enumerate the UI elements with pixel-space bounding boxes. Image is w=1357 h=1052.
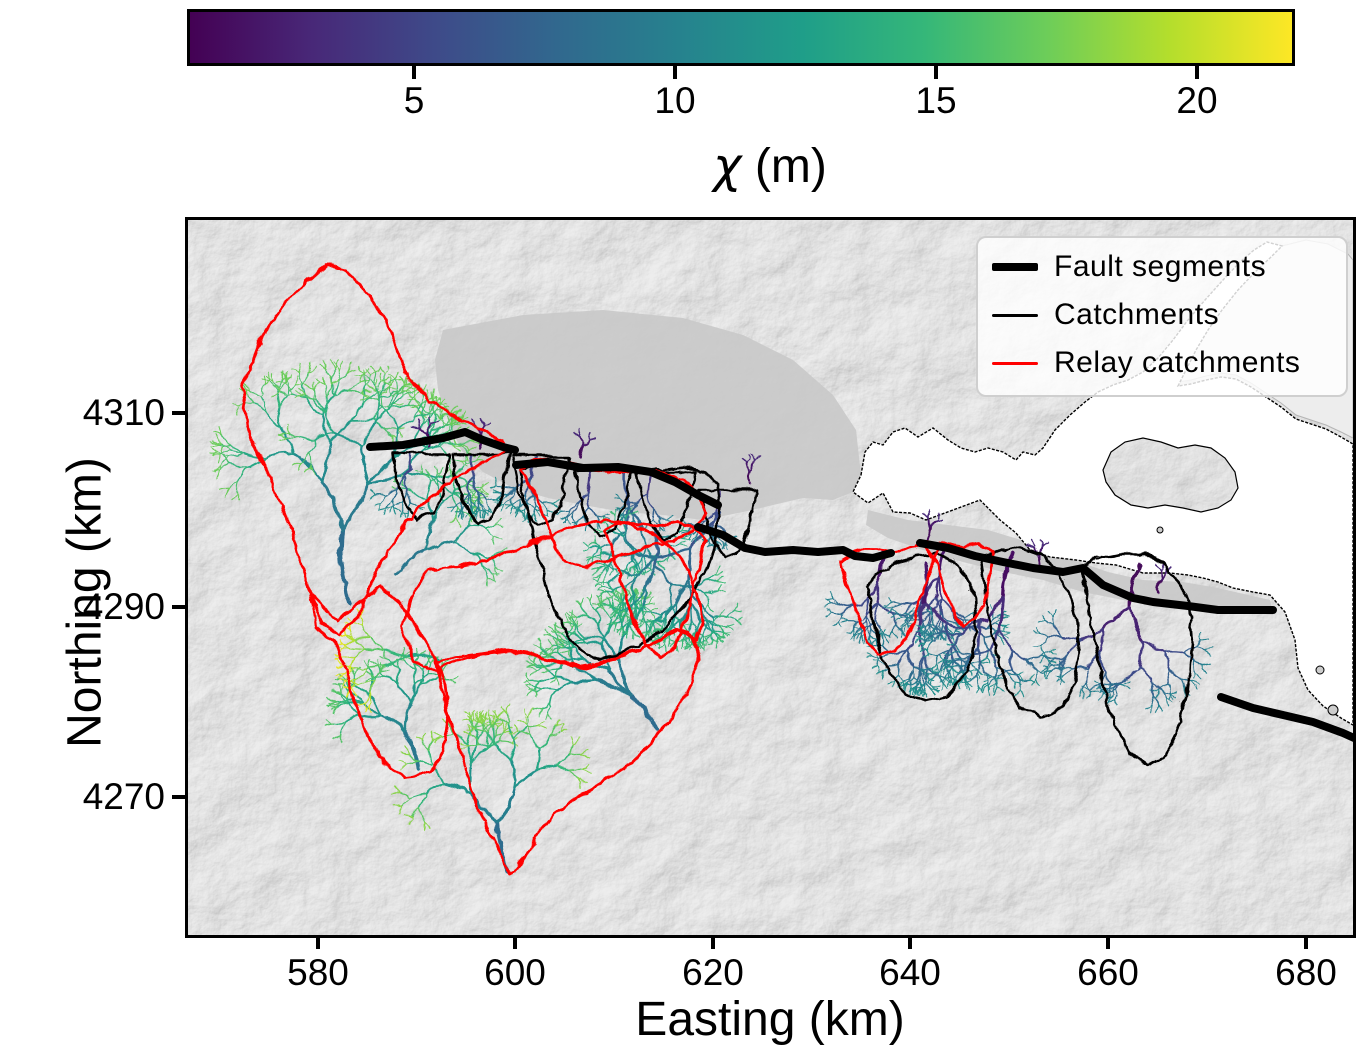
map-plot-area: Fault segments Catchments Relay catchmen… <box>185 217 1356 938</box>
colorbar-tick-label: 5 <box>403 80 425 121</box>
relay-line-swatch <box>992 361 1038 365</box>
x-tick-label: 620 <box>682 952 744 993</box>
y-tickmark <box>172 411 186 415</box>
legend-label: Relay catchments <box>1054 346 1301 379</box>
colorbar-tick-label: 10 <box>654 80 696 121</box>
chi-unit: (m) <box>741 140 827 193</box>
x-tick-label: 680 <box>1275 952 1337 993</box>
colorbar-tick-label: 20 <box>1176 80 1218 121</box>
x-tickmark <box>711 935 715 949</box>
y-tick-label: 4270 <box>82 776 165 817</box>
x-tick-label: 580 <box>287 952 349 993</box>
x-tickmark <box>316 935 320 949</box>
flat-valley-fills <box>435 310 1273 615</box>
legend-item-relay-catchments: Relay catchments <box>992 346 1300 380</box>
x-tickmark <box>1304 935 1308 949</box>
x-tick-label: 660 <box>1077 952 1139 993</box>
colorbar-gradient <box>187 9 1295 66</box>
x-tick-label: 640 <box>879 952 941 993</box>
river-networks <box>206 356 1211 872</box>
x-tickmark <box>1106 935 1110 949</box>
colorbar-tickmark <box>1195 66 1199 79</box>
catchment-outlines-black <box>389 450 1193 767</box>
x-tickmark <box>513 935 517 949</box>
legend-label: Catchments <box>1054 298 1220 331</box>
y-tick-label: 4310 <box>82 392 165 433</box>
y-tickmark <box>172 795 186 799</box>
colorbar-tickmark <box>412 66 416 79</box>
y-tick-label: 4290 <box>82 586 165 627</box>
x-axis-label: Easting (km) <box>635 993 905 1046</box>
x-tick-label: 600 <box>484 952 546 993</box>
colorbar-axis-label: χ (m) <box>640 138 900 194</box>
legend-item-fault-segments: Fault segments <box>992 250 1266 284</box>
y-axis-label: Northing (km) <box>58 457 112 748</box>
x-tickmark <box>908 935 912 949</box>
chi-symbol: χ <box>713 138 742 194</box>
fault-segment-lines <box>366 428 1353 742</box>
y-tickmark <box>172 605 186 609</box>
legend-item-catchments: Catchments <box>992 298 1219 332</box>
colorbar-tick-label: 15 <box>915 80 957 121</box>
colorbar-tickmark <box>934 66 938 79</box>
fault-line-swatch <box>992 263 1038 271</box>
legend-label: Fault segments <box>1054 250 1267 283</box>
legend-box: Fault segments Catchments Relay catchmen… <box>976 236 1348 397</box>
colorbar-tickmark <box>673 66 677 79</box>
catchment-line-swatch <box>992 313 1038 317</box>
catchment-outlines-red <box>239 260 993 874</box>
